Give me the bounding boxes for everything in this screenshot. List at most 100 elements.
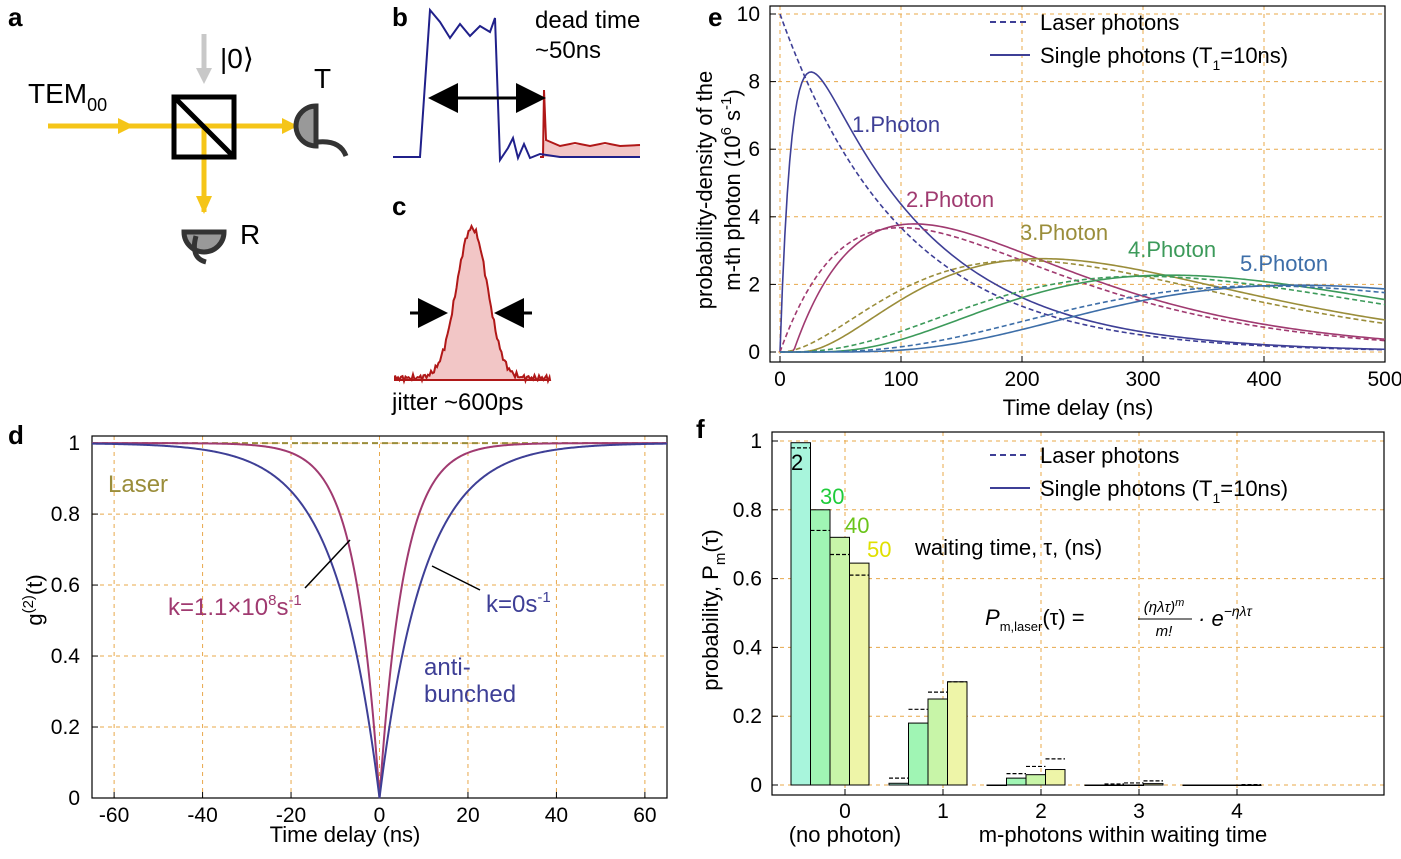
panel-d: d -60 -40 -20 0 20 40 60 0 0.2 0.4 0.6 0.8 1 Laser k… xyxy=(8,420,668,847)
panel-c: c jitter ~600ps xyxy=(391,191,552,416)
panel-a: a TEM00 |0⟩ T R xyxy=(8,2,349,265)
panel-d-label: d xyxy=(8,420,24,450)
k0-label: k=0s-1 xyxy=(486,589,551,618)
bar-single-m2-t3 xyxy=(1045,769,1066,786)
bar-single-m1-t2 xyxy=(927,698,948,786)
panel-f-grid xyxy=(772,432,1384,795)
x-tick-label: -60 xyxy=(99,804,129,827)
dead-time-line1: dead time xyxy=(535,7,640,34)
single-photon-4-curve xyxy=(780,274,1386,353)
bar-single-m0-t3 xyxy=(849,562,870,786)
panel-e-xlabel: Time delay (ns) xyxy=(1003,395,1154,420)
vacuum-arrowhead xyxy=(196,68,212,84)
k0-curve xyxy=(91,442,668,799)
x-tick-label: 3 xyxy=(1133,800,1145,823)
laser-formula-exp: · e−ηλτ xyxy=(1198,603,1253,631)
y-tick-label: 10 xyxy=(737,3,760,26)
bar-single-m4-t1 xyxy=(1202,784,1223,786)
laser-photon-5-curve xyxy=(780,285,1386,353)
laser-photon-3-curve xyxy=(779,259,1386,353)
y-tick-label: 1 xyxy=(750,430,762,453)
panel-f: f 0 1 2 3 400.20.40.60.81 Laser photons Sing… xyxy=(696,414,1385,847)
laser-formula-numerator: (ηλτ)m xyxy=(1144,597,1184,616)
panel-e-frame xyxy=(769,5,1386,363)
panel-c-label: c xyxy=(392,191,406,221)
panel-a-label: a xyxy=(8,2,23,32)
tem-label: TEM00 xyxy=(28,78,107,115)
photon-label-5: 5.Photon xyxy=(1240,251,1328,276)
x-tick-label: 60 xyxy=(633,804,656,827)
x-tick-label: 40 xyxy=(545,804,568,827)
legend-f-single: Single photons (T1=10ns) xyxy=(1040,476,1288,506)
jitter-peak xyxy=(394,223,552,385)
beam-arrow-t xyxy=(282,118,298,134)
panel-f-xlabel-right: m-photons within waiting time xyxy=(979,822,1268,847)
panel-e-ylabel-line1: probability-density of the xyxy=(692,71,717,309)
x-tick-label: 1 xyxy=(937,800,949,823)
bar-single-m3-t1 xyxy=(1104,784,1125,786)
panel-d-ticks: -60 -40 -20 0 20 40 60 0 0.2 0.4 0.6 0.8 1 xyxy=(51,432,657,827)
single-photon-5-curve xyxy=(780,284,1386,353)
y-tick-label: 0.8 xyxy=(51,503,80,526)
y-tick-label: 4 xyxy=(748,206,760,229)
panel-e-ylabel-line2: m-th photon (106 s-1) xyxy=(718,89,745,290)
y-tick-label: 0.2 xyxy=(51,716,80,739)
dead-time-trace-blue xyxy=(393,7,640,164)
panel-f-ylabel: probability, Pm(τ) xyxy=(698,529,729,690)
y-tick-label: 1 xyxy=(68,432,80,455)
y-tick-label: 8 xyxy=(748,71,760,94)
waiting-time-label: waiting time, τ, (ns) xyxy=(914,535,1102,560)
x-tick-label: 500 xyxy=(1367,368,1401,391)
vacuum-ket: |0⟩ xyxy=(220,43,254,74)
waiting-value-50: 50 xyxy=(867,537,891,562)
beam-splitter-diagonal xyxy=(174,97,234,157)
legend-f-laser: Laser photons xyxy=(1040,443,1179,468)
laser-photon-4-curve xyxy=(780,275,1386,353)
bar-single-m2-t0 xyxy=(986,784,1007,786)
x-tick-label: 300 xyxy=(1125,368,1160,391)
detector-t-tail xyxy=(317,139,349,158)
waiting-value-30: 30 xyxy=(820,484,844,509)
panel-f-ticks: 0 1 2 3 400.20.40.60.81 xyxy=(733,430,1243,823)
panel-b: b dead time ~50ns xyxy=(392,2,641,164)
panel-e-curves xyxy=(779,13,1386,353)
x-tick-label: 100 xyxy=(883,368,918,391)
bar-single-m2-t1 xyxy=(1006,777,1027,786)
x-tick-label: 200 xyxy=(1004,368,1039,391)
waiting-value-2: 2 xyxy=(791,450,803,475)
single-photon-2-curve xyxy=(780,223,1386,353)
panel-f-xlabel-left: (no photon) xyxy=(789,822,902,847)
laser-photon-1-curve xyxy=(779,13,1386,351)
panel-f-frame xyxy=(771,431,1385,796)
bar-single-m3-t2 xyxy=(1123,784,1144,786)
y-tick-label: 0 xyxy=(68,787,80,810)
k0-pointer xyxy=(431,565,481,591)
bar-single-m0-t0 xyxy=(790,442,811,786)
dead-time-trace-red xyxy=(540,89,641,158)
x-tick-label: 2 xyxy=(1035,800,1047,823)
x-tick-label: -40 xyxy=(187,804,217,827)
port-r-label: R xyxy=(240,219,260,250)
y-tick-label: 0.6 xyxy=(733,568,762,591)
bar-single-m4-t0 xyxy=(1182,784,1203,786)
panel-f-label: f xyxy=(696,414,705,444)
detector-t xyxy=(293,103,319,149)
panel-e-ticks: 0 100 200 300 400 500 0 2 4 6 8 10 xyxy=(737,3,1401,391)
bar-single-m3-t0 xyxy=(1084,784,1105,786)
bar-single-m1-t3 xyxy=(947,681,968,786)
legend-e-single: Single photons (T1=10ns) xyxy=(1040,43,1288,73)
x-tick-label: 0 xyxy=(774,368,786,391)
bar-single-m0-t2 xyxy=(829,536,850,786)
dead-time-fill xyxy=(543,90,640,157)
photon-label-4: 4.Photon xyxy=(1128,237,1216,262)
bar-single-m0-t1 xyxy=(810,509,831,786)
y-tick-label: 0 xyxy=(750,774,762,797)
y-tick-label: 0.4 xyxy=(733,636,763,659)
k1-pointer xyxy=(304,539,351,589)
panel-e-label: e xyxy=(708,2,722,32)
beam-arrow-in xyxy=(118,118,134,134)
anti-bunched-line1: anti- xyxy=(424,654,471,681)
anti-bunched-line2: bunched xyxy=(424,681,516,708)
